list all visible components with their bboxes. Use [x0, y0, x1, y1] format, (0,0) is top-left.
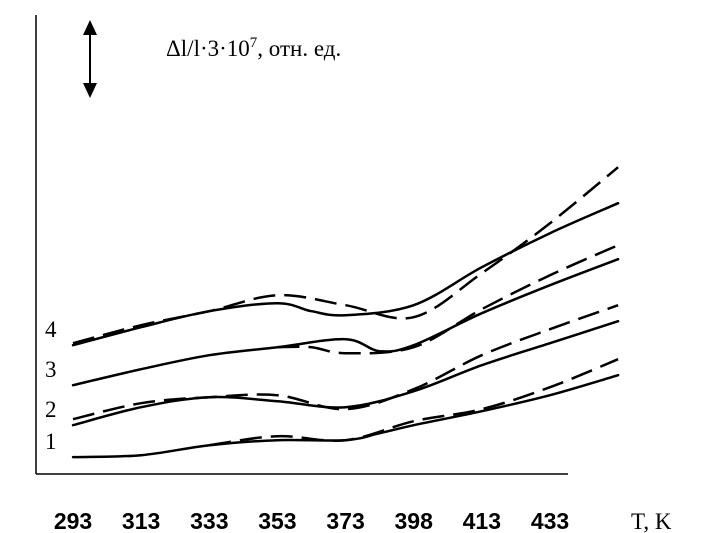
curve-label-3: 3: [45, 357, 57, 382]
y-axis-title: Δl/l·3·107, отн. ед.: [166, 35, 341, 61]
curve-labels-layer: 1 2 3 4: [45, 317, 57, 454]
x-tick-label: 333: [190, 508, 228, 533]
curve-2-dashed-line: [72, 304, 619, 421]
curves-layer: [71, 166, 620, 459]
y-axis-title-main: Δl/l·3·10: [166, 36, 250, 61]
x-tick-label: 433: [531, 508, 569, 533]
curve-2-solid-line: [71, 319, 620, 427]
curve-4-dashed-line: [72, 166, 619, 345]
curve-label-4: 4: [45, 317, 57, 342]
curve-1-solid-line: [71, 373, 620, 459]
x-tick-label: 293: [54, 508, 92, 533]
x-tick-label: 413: [463, 508, 501, 533]
y-axis-title-exponent: 7: [250, 35, 258, 51]
scale-arrow-icon: [83, 20, 97, 98]
curve-3-dashed-line: [277, 244, 619, 355]
y-axis-title-unit: , отн. ед.: [257, 36, 341, 61]
curve-4-solid-line: [71, 201, 620, 347]
curve-1-dashed-line: [209, 358, 619, 447]
x-tick-labels: 293 313 333 353 373 398 413 433: [54, 508, 569, 533]
curve-3-solid-line: [71, 257, 620, 387]
x-tick-label: 313: [122, 508, 160, 533]
curve-label-2: 2: [45, 397, 57, 422]
x-tick-label: 353: [258, 508, 296, 533]
x-tick-label: 398: [395, 508, 434, 533]
curve-label-1: 1: [45, 429, 57, 454]
x-tick-label: 373: [326, 508, 364, 533]
x-axis-title: T, K: [631, 509, 672, 533]
